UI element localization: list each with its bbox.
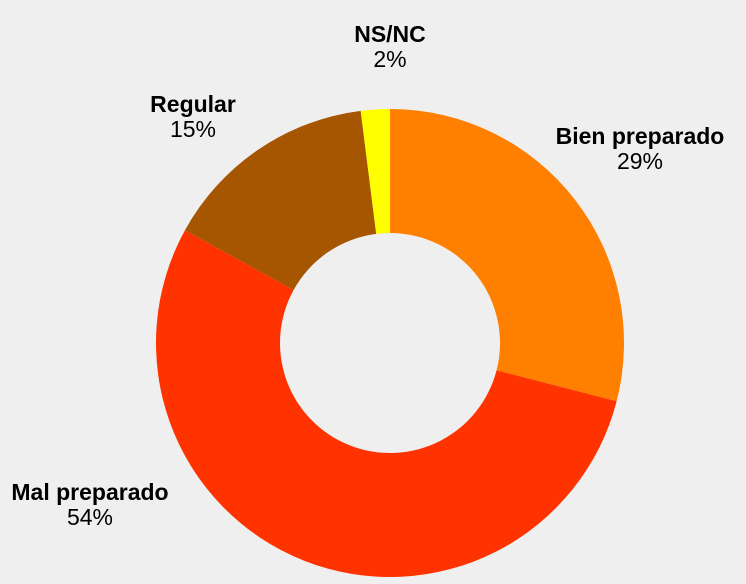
category-label: Mal preparado [11, 479, 169, 505]
value-label: 29% [616, 148, 664, 174]
value-label: 54% [66, 504, 114, 530]
category-label: Regular [150, 91, 236, 117]
value-label: 15% [169, 116, 217, 142]
slice-label: NS/NC 2% [330, 22, 450, 72]
donut-slice [360, 109, 390, 234]
category-label: NS/NC [354, 21, 426, 47]
donut-slice [390, 109, 624, 402]
donut-slice [156, 230, 617, 577]
category-label: Bien preparado [555, 123, 725, 149]
value-label: 2% [373, 46, 407, 72]
donut-slice [184, 110, 377, 291]
slice-label: Mal preparado 54% [0, 480, 180, 530]
slice-label: Regular 15% [118, 92, 268, 142]
slice-label: Bien preparado 29% [555, 124, 725, 174]
